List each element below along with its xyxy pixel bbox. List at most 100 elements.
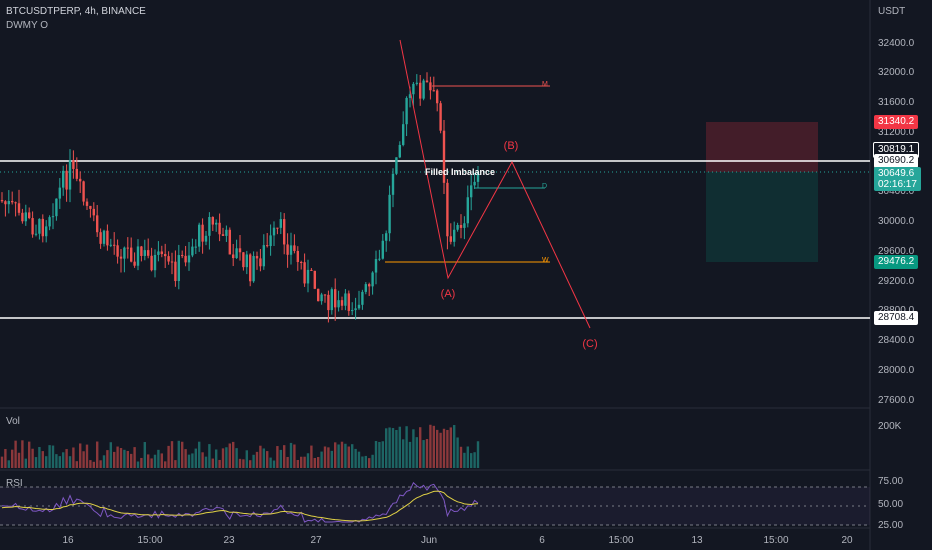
volume-bar <box>351 444 354 468</box>
symbol-title[interactable]: BTCUSDTPERP, 4h, BINANCE <box>6 6 146 17</box>
candle-body <box>296 250 299 263</box>
wave-c-label[interactable]: (C) <box>582 338 598 350</box>
volume-bar <box>65 449 68 468</box>
candle-body <box>368 284 371 287</box>
candle-body <box>221 234 225 236</box>
stop-loss-zone[interactable] <box>706 122 818 172</box>
candle-body <box>388 194 391 234</box>
volume-bar <box>317 457 320 468</box>
time-axis-tick: 23 <box>223 535 235 546</box>
volume-bar <box>4 449 7 468</box>
candle-body <box>235 248 238 259</box>
candle-body <box>136 246 140 266</box>
volume-bar <box>14 440 17 468</box>
candle-body <box>126 247 129 249</box>
candle-body <box>58 187 61 199</box>
volume-bar <box>235 448 238 468</box>
volume-bar <box>422 440 425 468</box>
volume-bar <box>7 460 10 468</box>
candle-body <box>269 235 272 247</box>
volume-bar <box>181 441 184 468</box>
volume-axis-tick: 200K <box>878 421 902 432</box>
volume-bar <box>21 440 24 468</box>
candle-body <box>466 197 469 224</box>
candle-body <box>116 245 119 257</box>
stop-loss-badge[interactable]: 31340.2 <box>874 115 919 129</box>
volume-bar <box>136 461 140 468</box>
candle-body <box>470 185 473 198</box>
candle-body <box>476 171 480 182</box>
candle-body <box>344 293 347 306</box>
volume-bar <box>38 447 41 468</box>
volume-bar <box>262 448 265 468</box>
volume-bar <box>249 460 252 468</box>
candle-body <box>232 254 235 259</box>
volume-bar <box>48 445 51 468</box>
candle-body <box>391 173 395 195</box>
volume-bar <box>72 447 75 468</box>
volume-bar <box>31 448 34 468</box>
volume-bar <box>272 460 276 468</box>
candle-body <box>371 272 374 287</box>
daily-tag: D <box>542 183 548 190</box>
rsi-tick: 25.00 <box>878 520 904 531</box>
candle-body <box>225 229 228 236</box>
candle-body <box>398 144 401 158</box>
volume-bar <box>398 426 401 468</box>
level-badge[interactable]: 30690.2 <box>874 154 919 168</box>
volume-bar <box>330 450 333 468</box>
price-axis-tick: 32000.0 <box>878 67 915 78</box>
volume-bar <box>395 429 398 468</box>
volume-bar <box>293 444 296 468</box>
candle-body <box>364 284 367 292</box>
candle-body <box>28 212 31 219</box>
volume-bar <box>255 451 259 468</box>
indicator-label[interactable]: DWMY O <box>6 20 49 31</box>
wave-a-label[interactable]: (A) <box>440 288 456 300</box>
candle-body <box>351 310 354 312</box>
candle-body <box>191 246 194 256</box>
support-badge[interactable]: 28708.4 <box>874 311 919 325</box>
wave-path[interactable] <box>399 39 591 329</box>
volume-bar <box>364 455 367 468</box>
volume-bar <box>245 450 248 468</box>
time-axis-tick: 6 <box>539 535 545 546</box>
volume-bar <box>320 451 323 468</box>
candle-body <box>106 230 109 246</box>
candle-body <box>82 181 85 202</box>
volume-bar <box>337 444 340 468</box>
volume-bar <box>130 453 133 468</box>
candle-body <box>317 288 320 302</box>
candle-body <box>38 218 41 234</box>
volume-bar <box>405 426 408 468</box>
volume-bar <box>55 454 58 468</box>
volume-pane-label[interactable]: Vol <box>6 416 20 427</box>
candle-body <box>102 230 106 244</box>
candle-body <box>357 304 361 309</box>
volume-bar <box>215 449 218 468</box>
volume-bar <box>442 428 446 468</box>
candle-body <box>174 261 177 282</box>
take-profit-badge[interactable]: 29476.2 <box>874 255 919 269</box>
candle-body <box>65 170 68 190</box>
candle-body <box>75 168 78 179</box>
volume-bar <box>368 458 371 468</box>
wave-b-label[interactable]: (B) <box>503 140 519 152</box>
candle-body <box>473 181 476 186</box>
candle-body <box>279 219 282 228</box>
candle-body <box>198 224 201 247</box>
take-profit-zone[interactable] <box>706 172 818 262</box>
volume-bar <box>289 442 293 468</box>
imbalance-note[interactable]: Filled Imbalance <box>424 167 496 177</box>
volume-bar <box>415 437 418 468</box>
price-axis-tick: 31600.0 <box>878 97 915 108</box>
time-axis-tick: 13 <box>691 535 703 546</box>
volume-bar <box>283 445 286 468</box>
volume-bar <box>296 459 299 468</box>
monthly-tag: M <box>542 81 548 88</box>
candle-body <box>378 258 381 260</box>
candle-body <box>245 254 248 268</box>
candle-body <box>300 262 303 264</box>
rsi-pane-label[interactable]: RSI <box>6 478 23 489</box>
